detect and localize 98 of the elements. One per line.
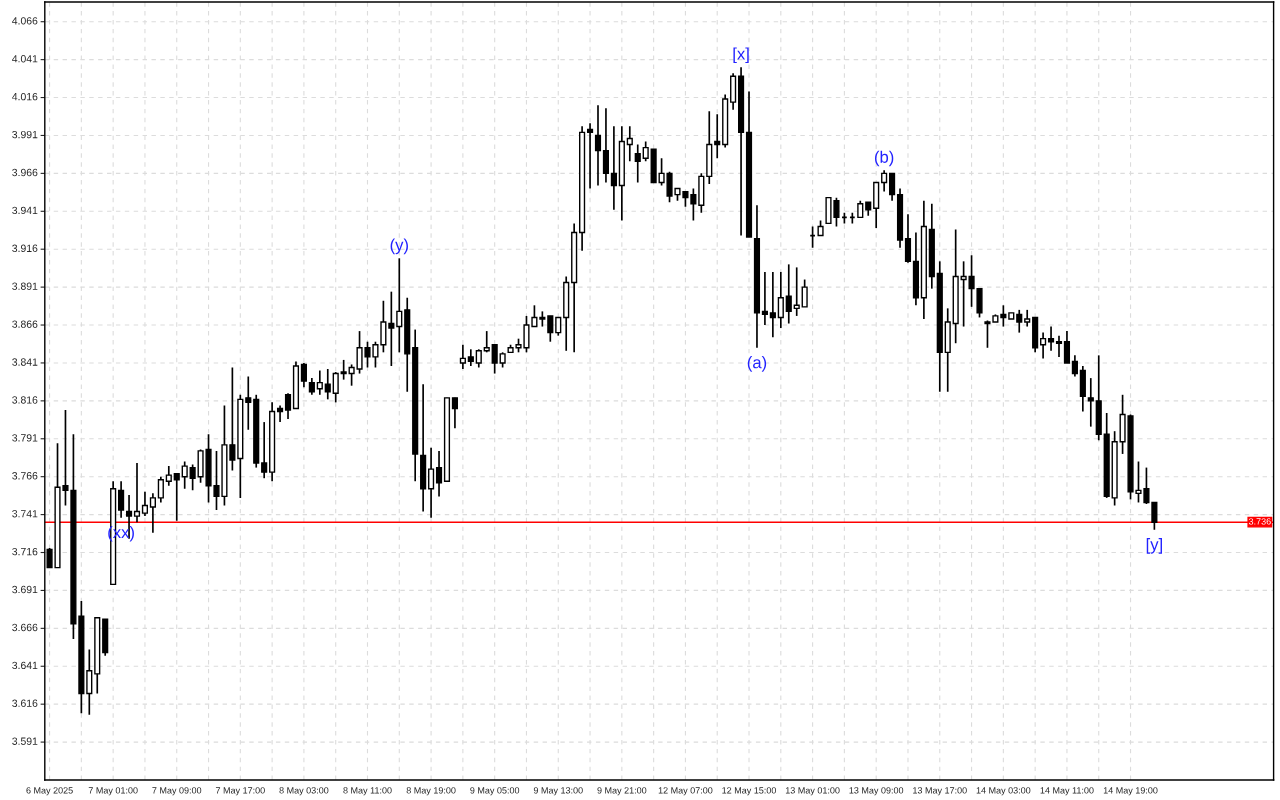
candlestick [396,257,403,354]
annotation: [y] [1146,538,1162,554]
annotation: (b) [874,150,894,167]
candlestick [777,271,784,329]
x-tick-label: 13 May 17:00 [913,787,967,796]
candlestick [881,169,888,193]
candlestick [491,343,498,375]
candlestick [1000,304,1007,328]
candlestick [133,462,141,524]
candlestick [388,290,395,367]
annotation: (a) [747,356,767,372]
y-tick-label: 3.916 [12,244,38,252]
y-tick-label: 3.741 [12,510,38,518]
y-tick-label: 4.041 [12,55,38,63]
y-tick-label: 3.791 [12,434,38,442]
candlestick [1071,354,1078,378]
x-tick-label: 8 May 11:00 [343,787,392,796]
y-tick-label: 3.716 [12,547,38,556]
candlestick [793,266,800,317]
x-tick-label: 14 May 03:00 [976,787,1031,796]
y-tick-label: 3.641 [12,661,38,670]
candlestick [300,362,307,389]
y-tick-label: 3.766 [12,472,38,480]
candlestick [769,271,776,338]
candlestick [1016,309,1023,334]
candlestick [451,396,459,429]
y-tick-label: 3.941 [12,206,38,215]
candlestick [801,278,808,308]
candlestick [642,140,649,163]
x-tick-label: 8 May 03:00 [279,787,329,796]
candlestick [610,125,617,211]
candlestick [1087,377,1094,428]
candlestick [761,271,768,326]
candlestick [141,491,149,517]
candlestick [435,450,443,498]
candlestick [428,447,435,519]
candlestick [284,392,292,420]
candlestick [245,375,252,431]
candlestick [1063,330,1071,364]
annotation: [x] [733,47,749,64]
candlestick [889,172,896,202]
candlestick [1055,334,1063,358]
x-tick-label: 8 May 19:00 [406,787,456,796]
y-tick-label: 3.691 [12,585,38,594]
candlestick [626,125,633,163]
x-tick-label: 13 May 09:00 [849,787,904,796]
candlestick [1047,325,1055,352]
candlestick [634,143,641,184]
y-tick-label: 3.991 [12,130,38,139]
x-tick-label: 6 May 2025 [26,787,73,796]
x-tick-label: 14 May 19:00 [1103,787,1158,796]
annotation: (y) [390,238,408,255]
x-tick-label: 14 May 11:00 [1040,787,1094,796]
candlestick [276,404,284,423]
x-tick-label: 7 May 01:00 [88,787,138,796]
y-tick-label: 3.666 [12,623,38,632]
candlestick [118,480,125,519]
candlestick [594,104,602,187]
x-tick-label: 7 May 17:00 [215,787,265,796]
candlestick [602,107,610,184]
y-tick-label: 3.841 [12,358,38,366]
candlestick [173,472,180,522]
x-tick-label: 13 May 01:00 [785,787,840,796]
candlestick [181,460,188,490]
candlestick [324,368,331,401]
ref-line-label: 3.736 [1248,518,1271,525]
candlestick [149,492,156,534]
candlestick [547,315,554,343]
candlestick [555,316,562,337]
x-tick-label: 12 May 15:00 [722,787,777,796]
candlestick [261,421,268,480]
y-tick-label: 3.816 [12,396,38,404]
candlestick [189,463,196,492]
candlestick [785,263,792,325]
x-tick-label: 9 May 21:00 [597,787,647,796]
candlestick [714,113,721,160]
y-tick-label: 3.966 [12,168,38,177]
x-tick-label: 9 May 05:00 [470,787,520,796]
candlestick [1040,331,1047,360]
y-tick-label: 3.891 [12,282,38,290]
candlestick [157,475,164,504]
y-tick-label: 4.016 [12,92,38,101]
candlestick [904,213,912,264]
candlestick [475,348,482,369]
candlestick [586,122,594,190]
x-tick-label: 7 May 09:00 [152,787,202,796]
y-tick-label: 3.866 [12,320,38,328]
y-tick-label: 3.616 [12,699,38,707]
candlestick [340,359,347,381]
candlestick [332,371,339,404]
candlestick [316,369,323,396]
y-tick-label: 4.066 [12,17,38,25]
candlestick [86,648,93,716]
x-tick-label: 12 May 07:00 [658,787,713,796]
x-tick-label: 9 May 13:00 [533,787,583,796]
y-tick-label: 3.591 [12,737,38,745]
candlestick [165,465,172,487]
candlestick [459,343,466,370]
